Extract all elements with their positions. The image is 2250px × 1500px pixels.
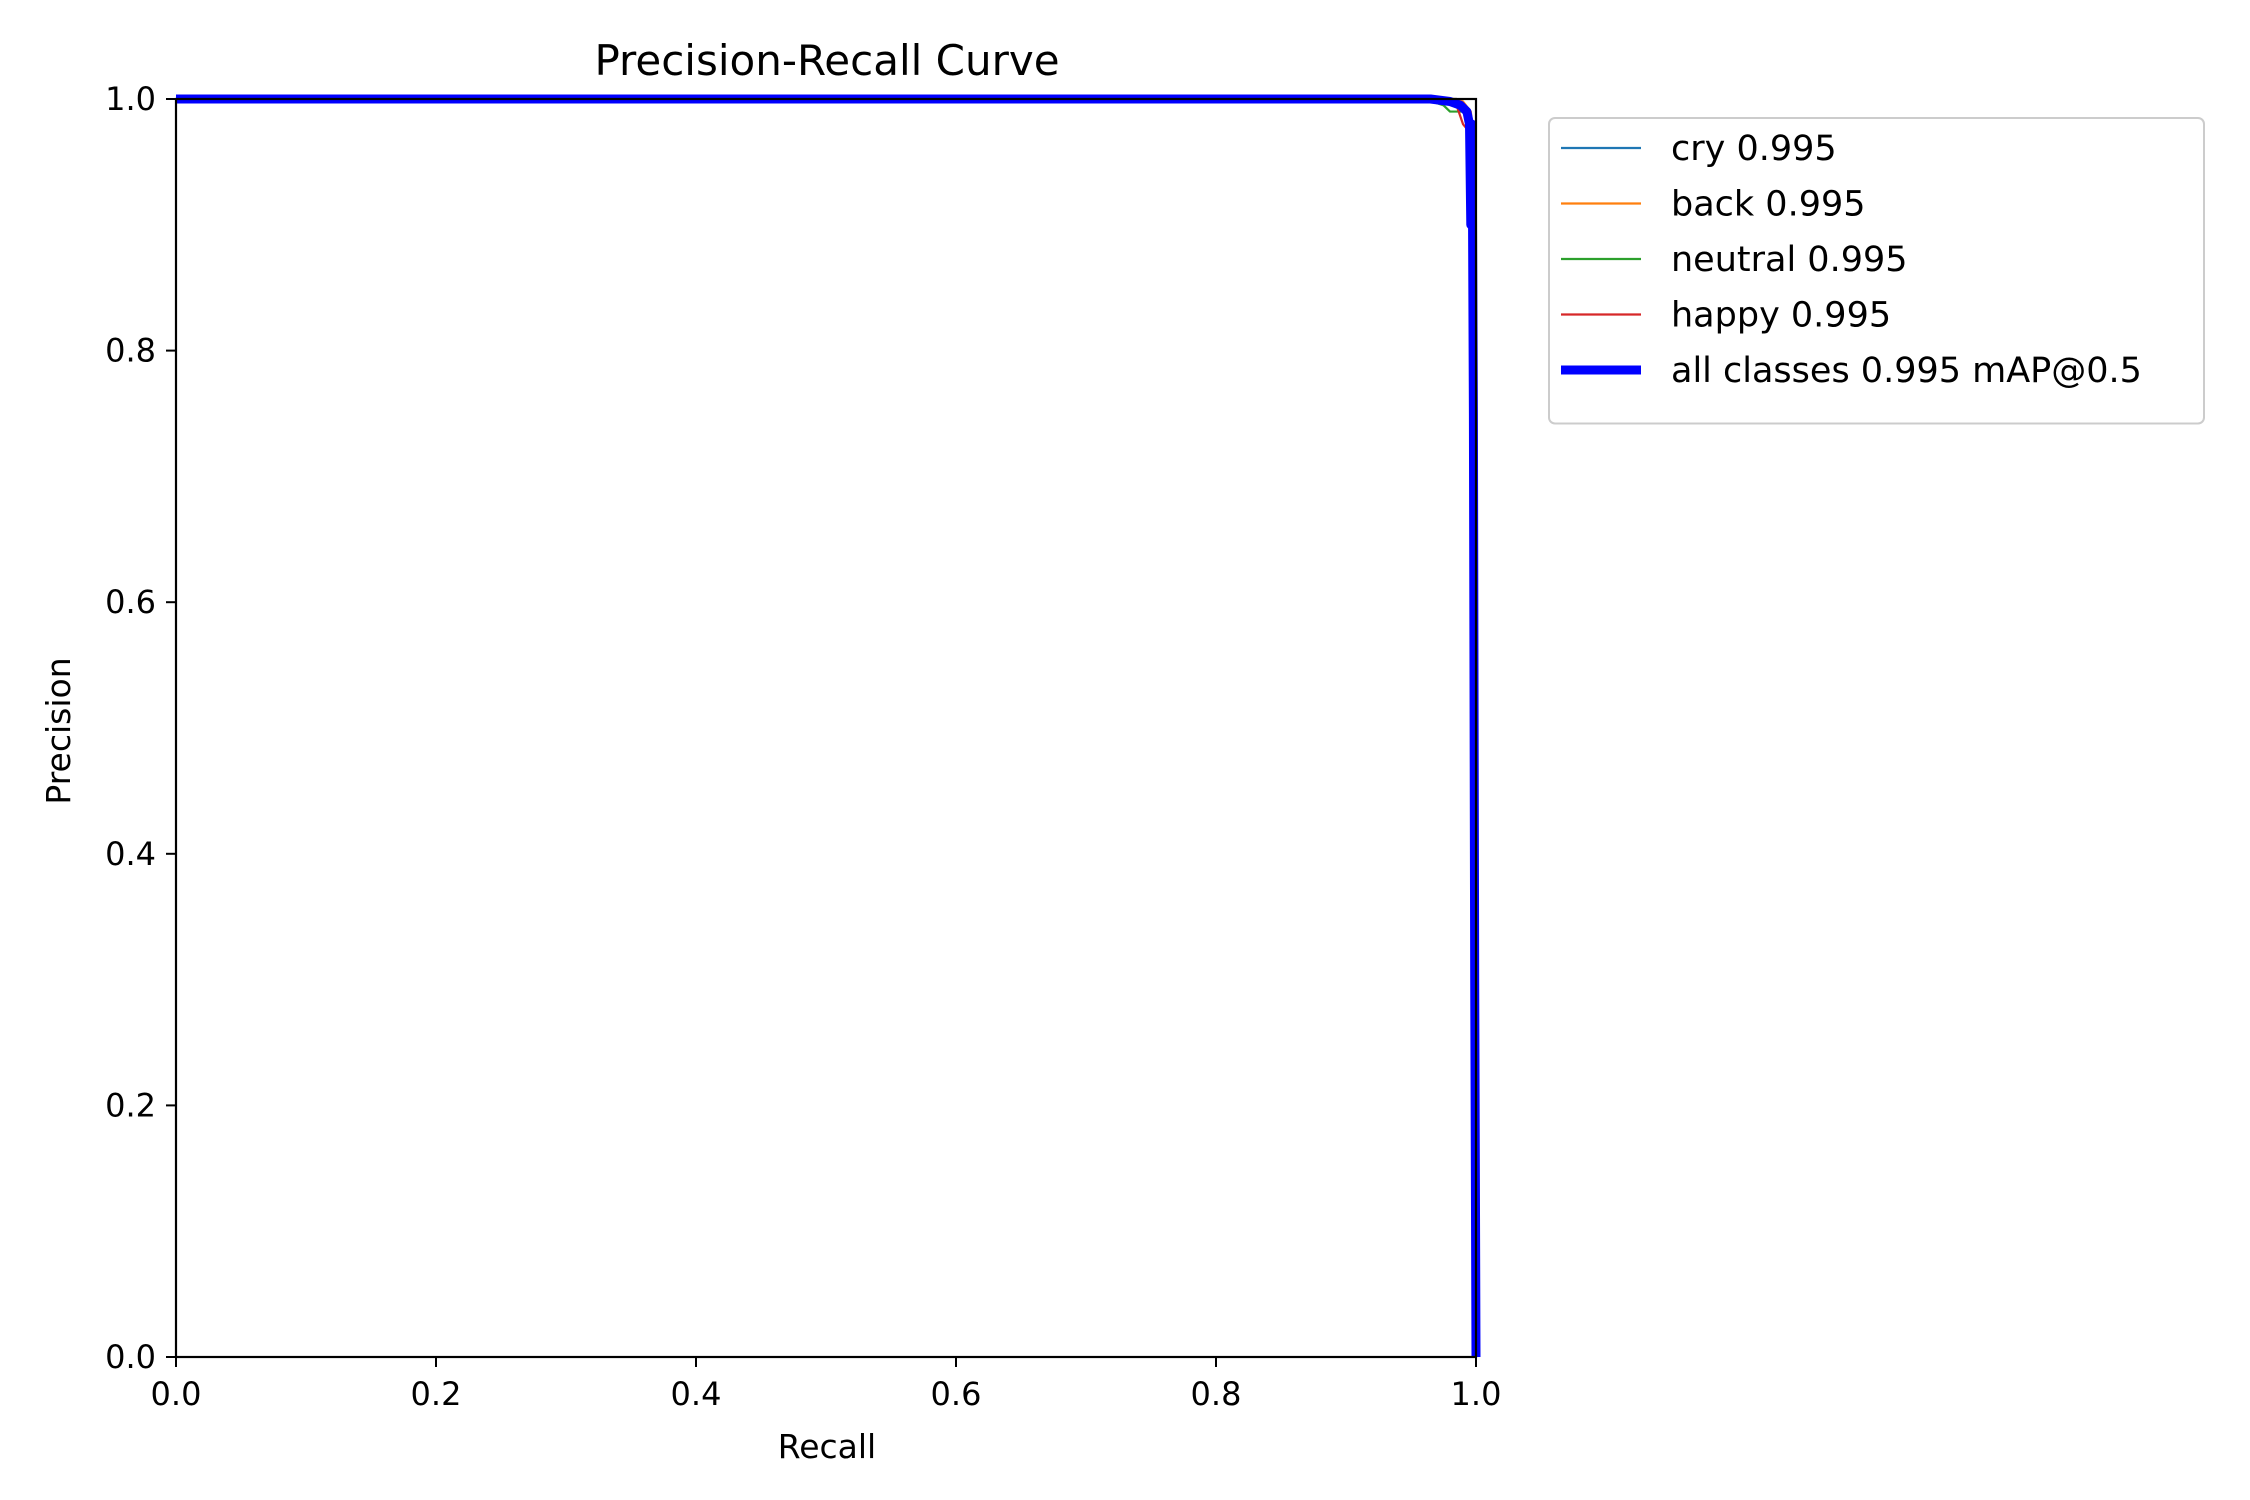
y-tick-label: 0.4 xyxy=(105,835,156,873)
legend-label-3: happy 0.995 xyxy=(1671,296,1891,336)
x-tick-label: 0.8 xyxy=(1191,1375,1242,1413)
legend-label-2: neutral 0.995 xyxy=(1671,240,1908,280)
legend: cry 0.995 back 0.995 neutral 0.995 happy 0.… xyxy=(1548,117,2205,425)
x-tick-label: 0.0 xyxy=(151,1375,202,1413)
y-tick-label: 0.2 xyxy=(105,1086,156,1124)
legend-label-4: all classes 0.995 mAP@0.5 xyxy=(1671,351,2142,391)
axes-frame xyxy=(174,97,1478,1359)
chart-title: Precision-Recall Curve xyxy=(594,36,1059,85)
x-tick-label: 0.2 xyxy=(411,1375,462,1413)
y-axis-label: Precision xyxy=(39,657,78,804)
y-tick-label: 1.0 xyxy=(105,80,156,118)
legend-label-0: cry 0.995 xyxy=(1671,129,1837,169)
legend-box xyxy=(1548,117,2205,425)
x-axis-ticks: 0.0 0.2 0.4 0.6 0.8 1.0 xyxy=(151,1357,1502,1413)
x-axis-label: Recall xyxy=(778,1427,876,1466)
x-tick-label: 0.4 xyxy=(671,1375,722,1413)
y-tick-label: 0.8 xyxy=(105,332,156,370)
x-tick-label: 0.6 xyxy=(931,1375,982,1413)
y-tick-label: 0.6 xyxy=(105,583,156,621)
plot-area xyxy=(174,94,1481,1359)
x-tick-label: 1.0 xyxy=(1451,1375,1502,1413)
legend-label-1: back 0.995 xyxy=(1671,185,1866,225)
y-axis-ticks: 0.0 0.2 0.4 0.6 0.8 1.0 xyxy=(105,80,176,1376)
y-tick-label: 0.0 xyxy=(105,1338,156,1376)
